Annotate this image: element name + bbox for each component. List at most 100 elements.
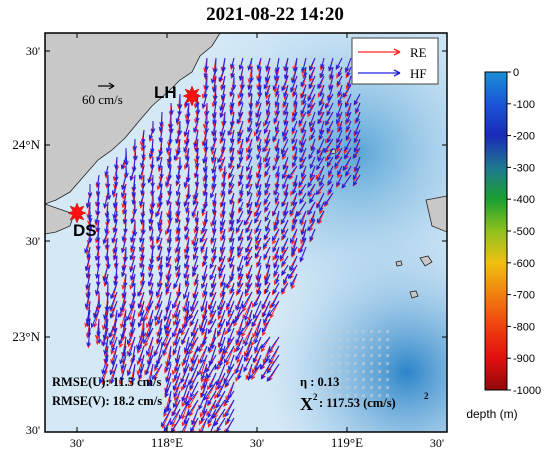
- hf-vector: [327, 147, 334, 161]
- hf-vector: [272, 75, 280, 91]
- hf-vector: [157, 156, 163, 170]
- hf-vector: [221, 183, 226, 196]
- hf-vector: [245, 237, 253, 253]
- hf-vector: [328, 75, 334, 91]
- hf-vector: [120, 354, 127, 371]
- hf-vector: [255, 120, 262, 135]
- hf-vector: [272, 237, 280, 253]
- hf-vector: [346, 111, 352, 124]
- hf-vector: [139, 210, 145, 225]
- hf-vector: [169, 408, 181, 426]
- hf-vector: [148, 264, 154, 278]
- hf-vector: [245, 255, 253, 266]
- hf-vector: [255, 219, 262, 233]
- hf-vector: [310, 120, 316, 133]
- hf-vector: [139, 255, 145, 269]
- hf-vector: [225, 273, 235, 289]
- hf-vector: [264, 147, 271, 163]
- station-lh: LH: [154, 83, 202, 107]
- hf-vector: [111, 183, 118, 196]
- colorbar-strip: [484, 71, 508, 391]
- hf-vector: [319, 201, 325, 212]
- hf-vector: [264, 111, 271, 126]
- hf-vector: [167, 183, 173, 196]
- hf-vector: [201, 219, 208, 234]
- hf-vector: [119, 345, 127, 365]
- hf-vector: [336, 75, 343, 86]
- hf-vector: [254, 291, 262, 308]
- hf-vector: [215, 363, 226, 387]
- hf-vector: [86, 327, 91, 348]
- hf-vector: [201, 363, 208, 380]
- hf-vector: [163, 417, 172, 432]
- hf-vector: [194, 165, 199, 179]
- hf-vector: [113, 210, 118, 224]
- hf-vector: [256, 273, 262, 289]
- hf-vector: [316, 210, 325, 224]
- hf-vector: [103, 300, 109, 320]
- hf-vector: [272, 156, 280, 171]
- hf-vector: [210, 138, 217, 152]
- hf-vector: [216, 417, 226, 432]
- hf-vector: [218, 327, 226, 348]
- hf-vector: [84, 255, 91, 272]
- hf-vector: [184, 120, 190, 137]
- hf-vector: [112, 201, 118, 220]
- hf-vector: [225, 399, 235, 418]
- hf-vector: [212, 111, 217, 125]
- rmse-v-text: RMSE(V): 18.2 cm/s: [52, 394, 162, 408]
- hf-vector: [208, 291, 217, 311]
- hf-vector: [283, 93, 289, 107]
- hf-vector: [172, 291, 181, 309]
- hf-vector: [235, 345, 244, 361]
- hf-vector: [199, 345, 208, 364]
- hf-vector: [300, 129, 307, 147]
- hf-vector: [221, 228, 226, 241]
- hf-vector: [175, 129, 181, 145]
- hf-vector: [193, 120, 199, 133]
- hf-vector: [156, 309, 163, 325]
- hf-vector: [265, 57, 271, 71]
- map-area: [45, 33, 447, 432]
- hf-vector: [265, 210, 271, 222]
- hf-vector: [158, 264, 163, 277]
- hf-vector: [165, 354, 172, 372]
- hf-vector: [247, 57, 253, 71]
- hf-vector: [206, 363, 217, 380]
- hf-vector: [154, 300, 163, 322]
- hf-vector: [266, 354, 280, 374]
- hf-vector: [122, 201, 128, 215]
- hf-vector: [264, 84, 271, 97]
- hf-vector: [326, 102, 334, 117]
- hf-vector: [141, 318, 146, 338]
- hf-vector: [96, 183, 101, 196]
- hf-vector: [114, 255, 119, 268]
- hf-vector: [248, 111, 253, 123]
- eta-text: η : 0.13: [300, 375, 339, 389]
- hf-vector: [208, 318, 217, 335]
- hf-vector: [317, 102, 325, 116]
- hf-vector: [342, 156, 352, 172]
- hf-vector: [131, 273, 136, 288]
- hf-vector: [210, 183, 217, 199]
- hf-vector: [301, 57, 307, 73]
- hf-vector: [207, 408, 217, 425]
- hf-vector: [282, 228, 289, 240]
- hf-vector: [210, 264, 217, 281]
- hf-vector: [237, 255, 244, 273]
- hf-vector: [218, 255, 226, 273]
- hf-vector: [226, 291, 235, 309]
- hf-vector: [172, 390, 181, 409]
- hf-vector: [283, 129, 289, 141]
- hf-vector: [192, 264, 199, 277]
- hf-vector: [138, 345, 145, 363]
- hf-vector: [184, 246, 190, 260]
- hf-vector: [254, 336, 262, 353]
- hf-vector: [274, 93, 280, 107]
- hf-vector: [185, 156, 190, 169]
- hf-vector: [229, 138, 235, 152]
- hf-vector: [166, 390, 172, 413]
- hf-vector: [280, 282, 289, 293]
- hf-vector: [94, 246, 100, 262]
- hf-vector: [309, 156, 316, 170]
